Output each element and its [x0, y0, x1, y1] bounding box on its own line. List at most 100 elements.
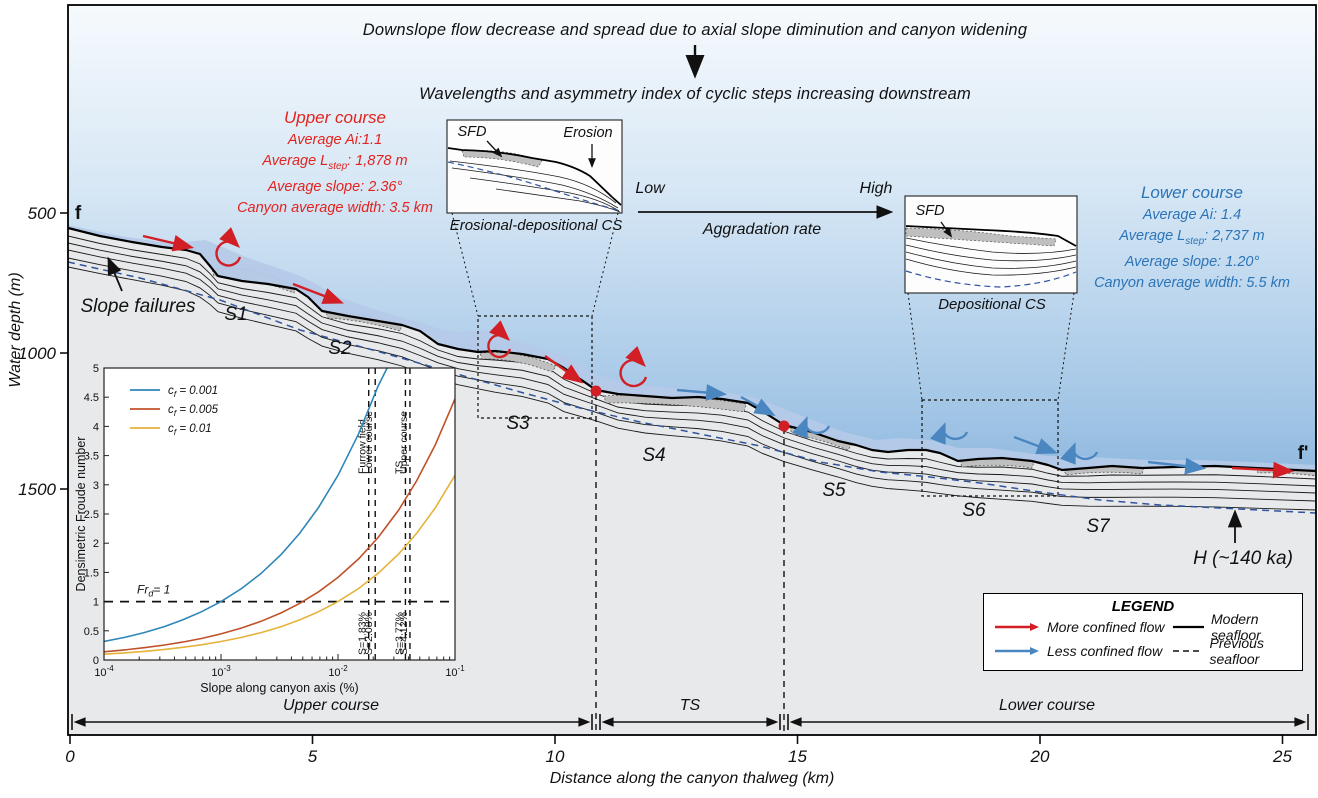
svg-text:10-1: 10-1: [445, 664, 465, 679]
modern-seafloor-line: [68, 226, 1316, 473]
erosional-cs-caption: Erosional-depositional CS: [449, 217, 623, 234]
dashed-line-icon: [1173, 650, 1203, 652]
step-label-s1: S1: [224, 304, 248, 325]
x-axis-ticks: 0 5 10 15 20 25: [65, 735, 1292, 766]
svg-text:3.5: 3.5: [84, 451, 99, 463]
svg-text:cf = 0.01: cf = 0.01: [168, 423, 212, 437]
annotation-arrows: [107, 45, 1243, 543]
legend-modern-seafloor: Modern seafloor: [1172, 611, 1292, 643]
segment-lower-course: Lower course: [998, 697, 1096, 714]
step-label-s3: S3: [506, 413, 530, 434]
svg-text:0: 0: [93, 655, 99, 667]
focus-boxes: [451, 212, 1075, 731]
svg-text:10-3: 10-3: [211, 664, 231, 679]
svg-text:2: 2: [93, 538, 99, 550]
step-label-s5: S5: [822, 480, 846, 501]
previous-seafloor-line: [68, 261, 1316, 514]
legend: LEGEND More confined flow Modern seafloo…: [983, 593, 1303, 671]
profile-end-marker: f': [1297, 443, 1309, 464]
top-title-line2: Wavelengths and asymmetry index of cycli…: [419, 85, 971, 103]
strata-lines: [68, 235, 1316, 511]
svg-text:500: 500: [28, 204, 57, 223]
svg-text:1.5: 1.5: [84, 567, 99, 579]
svg-text:cf = 0.001: cf = 0.001: [168, 385, 218, 399]
solid-line-icon: [1173, 625, 1205, 629]
svg-text:1500: 1500: [18, 480, 56, 499]
segment-upper-course: Upper course: [282, 697, 380, 714]
x-axis-title: Distance along the canyon thalweg (km): [549, 770, 835, 787]
lower-course-stats: Lower course Average Ai: 1.4 Average Lst…: [1094, 182, 1290, 294]
svg-text:0.5: 0.5: [84, 626, 99, 638]
svg-text:10-2: 10-2: [328, 664, 348, 679]
profile-start-marker: f: [74, 203, 82, 224]
segment-ts: TS: [679, 697, 701, 714]
svg-text:4: 4: [93, 421, 99, 433]
svg-text:cf = 0.005: cf = 0.005: [168, 404, 219, 418]
lower-course-lstep: Average Lstep: 2,737 m: [1119, 228, 1265, 247]
svg-text:S=1.83%: S=1.83%: [357, 612, 369, 655]
svg-text:25: 25: [1272, 747, 1292, 766]
froude-inset-chart: 10-4 10-3 10-2 10-100.511.522.533.544.55Frd…: [75, 363, 465, 695]
inset-depositional-cs: [904, 195, 1078, 294]
lower-course-title: Lower course: [1140, 183, 1244, 202]
svg-text:5: 5: [93, 363, 99, 375]
svg-text:S=2.08%: S=2.08%: [363, 612, 375, 655]
aggradation-rate-label: Aggradation rate: [702, 221, 822, 238]
erosion-label: Erosion: [563, 125, 613, 141]
blue-arrow-icon: [995, 647, 1039, 655]
aggradation-high: High: [859, 180, 893, 197]
svg-text:S=3.77%: S=3.77%: [393, 612, 405, 655]
h-140ka-label: H (~140 ka): [1193, 548, 1293, 569]
upper-course-width: Canyon average width: 3.5 km: [237, 199, 433, 216]
svg-text:0: 0: [65, 747, 75, 766]
upper-course-lstep: Average Lstep: 1,878 m: [262, 153, 408, 172]
svg-text:Slope along canyon axis (%): Slope along canyon axis (%): [200, 681, 358, 695]
lower-course-width: Canyon average width: 5.5 km: [1094, 274, 1290, 291]
step-label-s2: S2: [328, 338, 352, 359]
step-label-s7: S7: [1086, 516, 1110, 537]
svg-text:1: 1: [93, 597, 99, 609]
top-title-line1: Downslope flow decrease and spread due t…: [362, 21, 1028, 39]
lower-course-slope: Average slope: 1.20°: [1124, 253, 1260, 270]
inset-erosional-cs: [446, 119, 623, 214]
svg-text:Upper course: Upper course: [398, 411, 410, 474]
svg-text:3: 3: [93, 480, 99, 492]
depositional-cs-caption: Depositional CS: [938, 296, 1046, 313]
svg-text:2.5: 2.5: [84, 509, 99, 521]
upper-course-title: Upper course: [283, 108, 387, 127]
y-axis-title: Water depth (m): [7, 272, 24, 388]
plot-border: [67, 4, 1317, 736]
svg-text:5: 5: [308, 747, 318, 766]
svg-text:10: 10: [546, 747, 565, 766]
svg-text:4.5: 4.5: [84, 392, 99, 404]
svg-text:20: 20: [1030, 747, 1050, 766]
svg-text:Frd= 1: Frd= 1: [137, 583, 170, 599]
upper-course-ai: Average Ai:1.1: [287, 132, 383, 148]
course-extent-arrows: [71, 714, 1309, 730]
aggradation-low: Low: [635, 180, 665, 197]
slope-failures-label: Slope failures: [80, 296, 196, 317]
step-label-s4: S4: [642, 445, 666, 466]
svg-text:S=4.12%: S=4.12%: [398, 612, 410, 655]
svg-text:15: 15: [788, 747, 807, 766]
svg-text:1000: 1000: [18, 344, 56, 363]
sfd-label-erosional: SFD: [457, 124, 487, 140]
svg-text:TS: TS: [393, 461, 405, 474]
legend-previous-seafloor: Previous seafloor: [1172, 635, 1292, 667]
legend-more-confined: More confined flow: [994, 619, 1172, 635]
confined-flow-arrows: [142, 227, 1295, 479]
upper-course-stats: Upper course Average Ai:1.1 Average Lste…: [237, 107, 433, 219]
red-arrow-icon: [995, 623, 1039, 631]
lower-course-ai: Average Ai: 1.4: [1142, 207, 1242, 223]
upper-course-slope: Average slope: 2.36°: [267, 178, 403, 195]
legend-less-confined: Less confined flow: [994, 643, 1172, 659]
svg-text:Lower course: Lower course: [363, 411, 375, 474]
y-axis-ticks: 500 1000 1500: [18, 204, 68, 499]
legend-title: LEGEND: [1111, 598, 1175, 615]
svg-text:Densimetric Froude number: Densimetric Froude number: [75, 437, 88, 592]
less-confined-flow-arrows: [676, 384, 1207, 475]
sfd-label-depositional: SFD: [915, 203, 945, 219]
hydraulic-jump-dots: [590, 385, 790, 432]
step-label-s6: S6: [962, 500, 986, 521]
